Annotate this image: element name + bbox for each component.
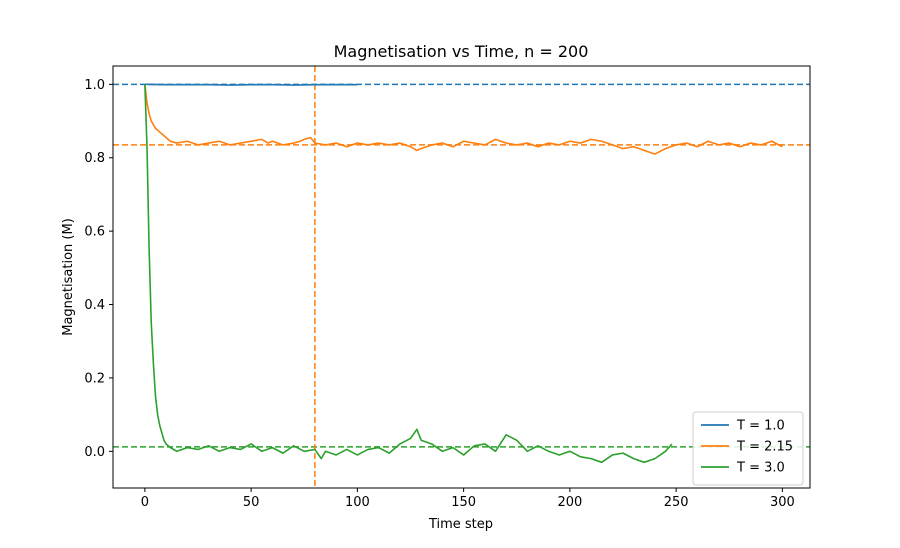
x-tick-label-3: 150 xyxy=(451,495,476,510)
x-tick-label-5: 250 xyxy=(664,495,689,510)
y-tick-label-1: 0.2 xyxy=(84,371,105,386)
chart-title: Magnetisation vs Time, n = 200 xyxy=(334,42,589,61)
series-lines xyxy=(144,83,783,464)
legend: T = 1.0 T = 2.15 T = 3.0 xyxy=(692,411,804,486)
legend-label-0: T = 1.0 xyxy=(736,419,785,434)
y-tick-label-4: 0.8 xyxy=(84,151,105,166)
y-tick-label-3: 0.6 xyxy=(84,225,105,240)
plot-area xyxy=(112,65,811,489)
series-line-1 xyxy=(144,84,783,155)
x-tick-label-1: 50 xyxy=(243,495,260,510)
x-tick-label-4: 200 xyxy=(557,495,582,510)
series-line-2 xyxy=(144,84,673,464)
x-axis-label: Time step xyxy=(428,517,493,532)
legend-label-1: T = 2.15 xyxy=(736,440,793,455)
x-tick-label-2: 100 xyxy=(345,495,370,510)
y-axis: 0.0 0.2 0.4 0.6 0.8 1.0 xyxy=(84,78,113,460)
y-tick-label-5: 1.0 xyxy=(84,78,105,93)
series-line-0 xyxy=(144,83,358,86)
x-tick-label-6: 300 xyxy=(770,495,795,510)
y-axis-label: Magnetisation (M) xyxy=(61,218,76,336)
y-tick-label-0: 0.0 xyxy=(84,445,105,460)
legend-label-2: T = 3.0 xyxy=(736,461,785,476)
x-tick-label-0: 0 xyxy=(141,495,149,510)
y-tick-label-2: 0.4 xyxy=(84,298,105,313)
x-axis: 0 50 100 150 200 250 300 xyxy=(141,488,795,510)
